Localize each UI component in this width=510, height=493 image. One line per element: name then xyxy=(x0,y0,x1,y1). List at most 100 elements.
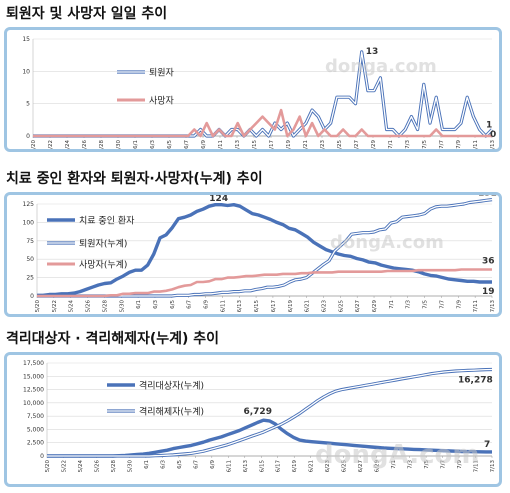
chart1-x-tick-label: 6/5 xyxy=(167,140,173,149)
chart1-x-tick-label: 6/29 xyxy=(371,140,377,149)
chart2-legend-1-label: 치료 중인 환자 xyxy=(79,215,135,227)
chart2-end-label-deaths: 36 xyxy=(482,257,495,267)
chart3-panel: 0 2,500 5,000 7,500 10,000 12,500 15,000 17,500… xyxy=(4,352,502,487)
chart3-peak-label: 6,729 xyxy=(243,407,271,417)
chart3-x-tick-label: 7/5 xyxy=(424,460,430,469)
chart3-y-tick-label: 2,500 xyxy=(27,440,44,447)
chart2-x-tick-label: 5/26 xyxy=(86,300,92,313)
chart2-x-tick-label: 5/24 xyxy=(69,300,75,313)
chart3-x-tick-label: 6/17 xyxy=(276,460,282,473)
chart1-x-tick-label: 6/11 xyxy=(218,140,224,149)
chart3-x-tick-label: 6/3 xyxy=(160,460,166,469)
chart2-x-tick-label: 6/9 xyxy=(204,300,210,309)
chart2-series-3-line xyxy=(37,268,492,298)
chart2-y-tick-label: 100 xyxy=(23,219,35,226)
chart2-end-label-discharged: 131 xyxy=(478,195,497,199)
chart2-x-tick-label: 5/20 xyxy=(35,300,41,313)
chart3-x-tick-label: 5/26 xyxy=(94,460,100,473)
chart1-y-tick-label: 0 xyxy=(26,133,30,140)
chart3-x-tick-label: 6/9 xyxy=(210,460,216,469)
chart2-x-tick-label: 6/29 xyxy=(372,300,378,313)
chart2-x-tick-label: 6/3 xyxy=(153,300,159,309)
chart2-y-tick-label: 0 xyxy=(30,293,34,300)
chart2-legend-3-label: 사망자(누계) xyxy=(79,259,127,271)
chart2-end-label-treating: 19 xyxy=(482,287,495,297)
chart1-series-2-line xyxy=(33,108,492,138)
chart3-x-tick-label: 6/21 xyxy=(309,460,315,472)
chart1-x-tick-label: 5/24 xyxy=(65,140,71,149)
chart3-x-tick-label: 6/5 xyxy=(177,460,183,469)
chart2-panel: 0 25 50 75 100 125 5/20 5/22 5/24 5/26 5/28 5/30 6/1… xyxy=(4,192,502,317)
chart2-x-tick-label: 6/23 xyxy=(321,300,327,313)
chart3-x-tick-label: 6/25 xyxy=(342,460,348,473)
chart2-y-tick-label: 75 xyxy=(26,238,34,245)
chart2-x-tick-label: 7/3 xyxy=(406,300,412,309)
chart2-x-tick-label: 7/1 xyxy=(389,300,395,309)
chart3-y-tick-label: 7,500 xyxy=(27,413,44,420)
chart2-x-tick-label: 6/27 xyxy=(355,300,361,313)
chart3-x-tick-label: 6/1 xyxy=(144,460,150,469)
chart1-y-tick-label: 5 xyxy=(26,101,30,108)
chart2-x-tick-label: 5/28 xyxy=(102,300,108,313)
chart1-x-tick-label: 6/3 xyxy=(150,140,156,149)
watermark-2: dongA.com xyxy=(330,232,444,253)
chart1-x-tick-label: 6/27 xyxy=(354,140,360,149)
chart1-x-tick-label: 6/15 xyxy=(252,140,258,149)
chart3-y-tick-label: 15,000 xyxy=(23,373,44,380)
chart1-end-label-blue: 1 xyxy=(486,121,492,131)
chart3-x-tick-label: 5/30 xyxy=(127,460,133,473)
chart2-y-tick-label: 125 xyxy=(23,201,35,208)
chart2-svg: 0 25 50 75 100 125 5/20 5/22 5/24 5/26 5/28 5/30 6/1… xyxy=(23,195,497,313)
chart2-x-tick-label: 6/25 xyxy=(338,300,344,313)
chart1-end-label-pink: 0 xyxy=(490,130,496,140)
chart1-x-tick-label: 6/1 xyxy=(133,140,139,149)
chart2-x-tick-label: 6/11 xyxy=(220,300,226,312)
chart3-y-tick-label: 10,000 xyxy=(23,400,44,407)
chart3-end-label-released: 16,278 xyxy=(458,375,493,385)
chart1-y-tick-label: 10 xyxy=(22,68,30,75)
chart3-x-tick-label: 5/28 xyxy=(111,460,117,473)
chart1-x-tick-label: 7/3 xyxy=(405,140,411,149)
chart2-x-tick-label: 6/15 xyxy=(254,300,260,313)
chart1-x-tick-label: 7/1 xyxy=(388,140,394,149)
chart2-x-tick-label: 7/7 xyxy=(439,300,445,309)
chart1-x-tick-label: 5/20 xyxy=(31,140,37,149)
chart2-peak-label: 124 xyxy=(209,195,228,204)
chart2-x-tick-label: 6/19 xyxy=(288,300,294,313)
chart3-y-tick-label: 0 xyxy=(40,453,44,460)
chart1-x-tick-label: 5/26 xyxy=(82,140,88,149)
chart3-x-tick-label: 5/20 xyxy=(45,460,51,473)
chart3-legend-2-label: 격리해제자(누계) xyxy=(139,406,204,418)
chart1-x-tick-label: 5/22 xyxy=(48,140,54,149)
chart2-y-tick-label: 50 xyxy=(26,256,34,263)
chart3-title: 격리대상자 · 격리해제자(누계) 추이 xyxy=(6,331,220,347)
chart3-x-tick-label: 7/3 xyxy=(408,460,414,469)
chart2-x-tick-label: 5/30 xyxy=(119,300,125,313)
chart3-x-tick-label: 6/29 xyxy=(375,460,381,473)
chart1-x-tick-label: 6/9 xyxy=(201,140,207,149)
chart1-x-tick-label: 6/19 xyxy=(286,140,292,149)
chart1-x-tick-label: 7/11 xyxy=(473,140,479,149)
chart2-title: 치료 중인 환자와 퇴원자·사망자(누계) 추이 xyxy=(6,171,263,187)
chart2-x-tick-label: 7/11 xyxy=(473,300,479,312)
chart1-x-tick-label: 6/23 xyxy=(320,140,326,149)
chart3-y-tick-label: 17,500 xyxy=(23,360,44,367)
chart1-x-tick-label: 6/25 xyxy=(337,140,343,149)
chart3-x-tick-label: 6/7 xyxy=(193,460,199,469)
chart3-x-tick-label: 6/11 xyxy=(226,460,232,472)
chart1-x-tick-label: 7/13 xyxy=(490,140,496,149)
chart2-x-tick-label: 6/13 xyxy=(237,300,243,313)
chart1-legend-2-label: 사망자 xyxy=(149,96,175,107)
chart2-x-tick-label: 7/13 xyxy=(490,300,496,313)
chart1-panel: 0 5 10 15 5/20 5/22 5/24 5/26 5/28 5/30 6/1 6/3 6/5 6… xyxy=(4,27,502,152)
chart2-x-tick-label: 6/1 xyxy=(136,300,142,309)
chart2-x-tick-label: 6/7 xyxy=(187,300,193,309)
chart1-peak-label: 13 xyxy=(366,47,379,57)
chart1-x-tick-label: 7/7 xyxy=(439,140,445,149)
chart3-legend-1-label: 격리대상자(누계) xyxy=(139,380,204,392)
chart3-svg: 0 2,500 5,000 7,500 10,000 12,500 15,000 17,500… xyxy=(23,360,496,473)
chart3-x-tick-label: 7/7 xyxy=(441,460,447,469)
chart3-x-tick-label: 7/11 xyxy=(474,460,480,472)
chart3-x-tick-label: 6/23 xyxy=(325,460,331,473)
